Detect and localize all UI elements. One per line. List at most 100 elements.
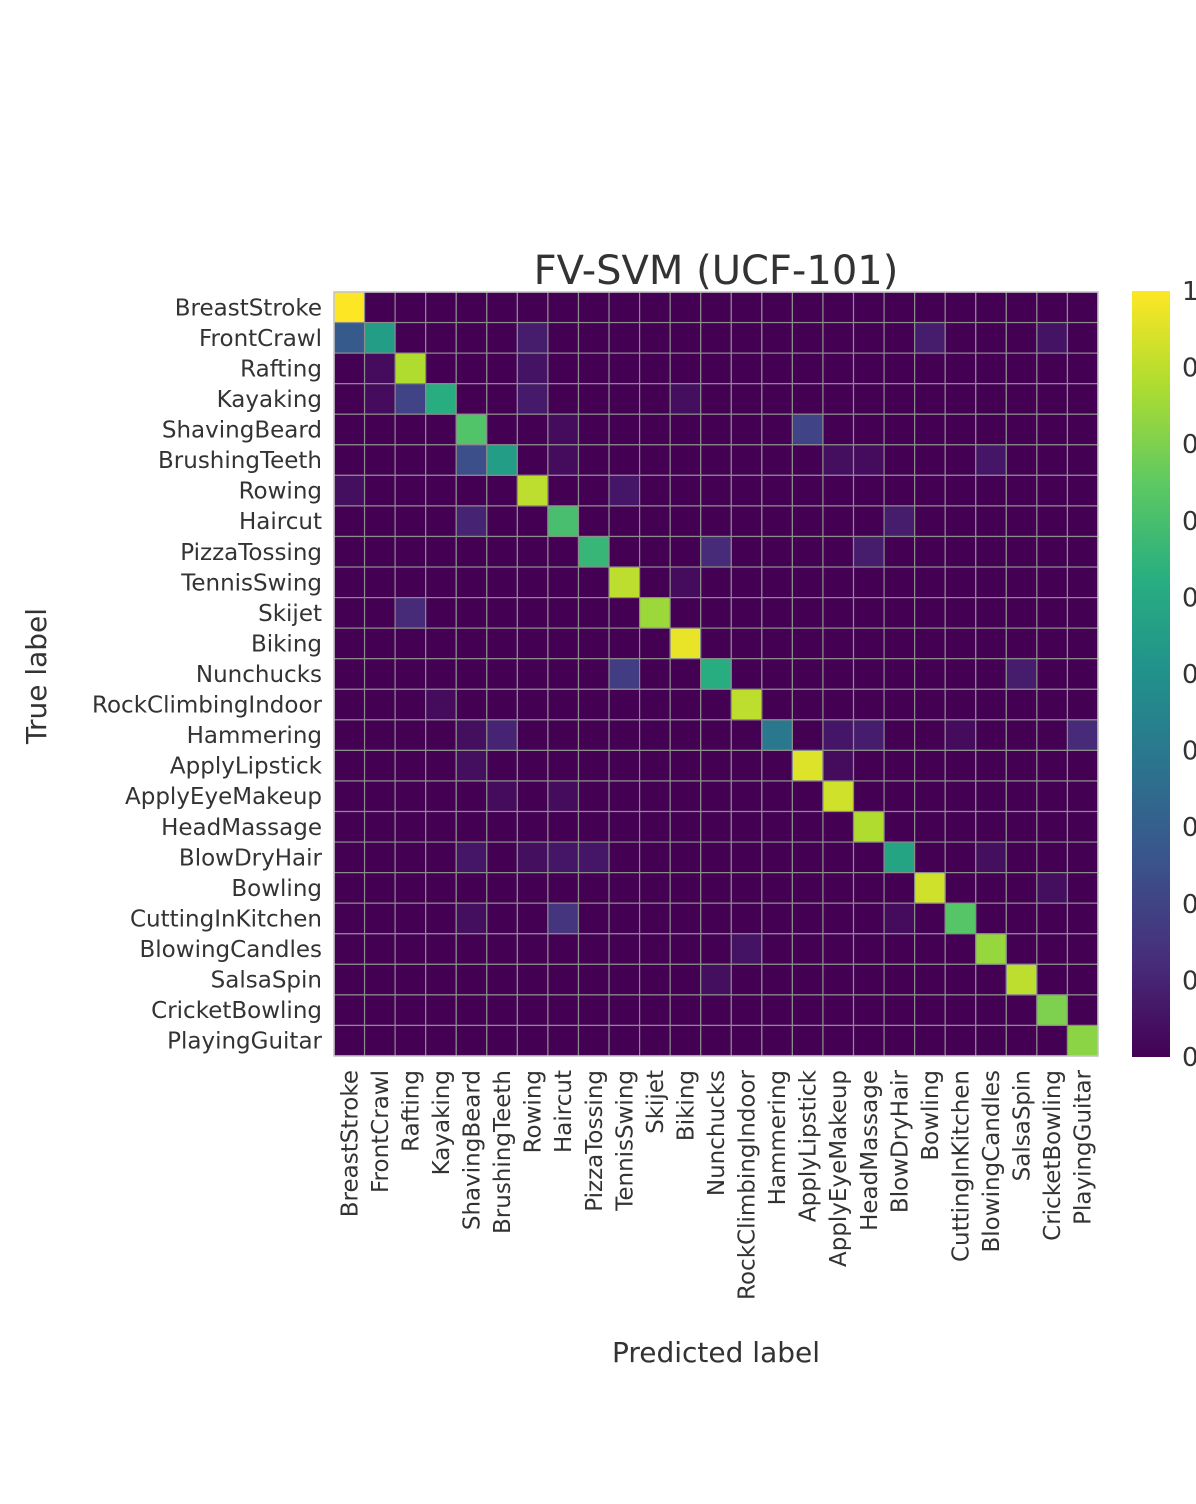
heatmap-cell (944, 994, 977, 1027)
heatmap-cell (791, 352, 824, 385)
heatmap-cell (761, 444, 794, 476)
x-tick-label: SalsaSpin (1010, 1070, 1036, 1181)
heatmap-cell (608, 627, 641, 660)
heatmap-cell (975, 749, 1007, 782)
heatmap-cell (486, 994, 518, 1027)
x-tick-label: PlayingGuitar (1071, 1069, 1097, 1224)
heatmap-cell (363, 719, 396, 752)
heatmap-cell (761, 810, 794, 843)
colorbar-tick-label: 0 (1182, 660, 1196, 690)
x-tick-label: TennisSwing (612, 1070, 638, 1212)
x-tick-label: BlowDryHair (887, 1069, 913, 1213)
heatmap-cell (975, 535, 1007, 568)
heatmap-cell (761, 933, 794, 965)
heatmap-cell (822, 413, 855, 446)
heatmap-cell (1005, 535, 1038, 568)
heatmap-cell (852, 505, 885, 538)
heatmap-cell (638, 994, 671, 1027)
heatmap-cell (1036, 780, 1069, 813)
x-tick-label: Skijet (643, 1070, 669, 1134)
heatmap-cell (669, 902, 702, 935)
heatmap-cell (547, 535, 580, 568)
heatmap-cell (914, 413, 946, 446)
heatmap-cell (975, 321, 1007, 354)
heatmap-cell (1066, 596, 1099, 629)
heatmap-cell (638, 566, 671, 599)
heatmap-cell (730, 566, 763, 599)
heatmap-cell (547, 688, 580, 721)
heatmap-cell (455, 505, 488, 538)
heatmap-cell (577, 413, 610, 446)
heatmap-cell (1036, 658, 1069, 690)
y-tick-label: CuttingInKitchen (130, 906, 322, 932)
heatmap-cell (822, 841, 855, 874)
heatmap-cell (975, 688, 1007, 721)
heatmap-cell (394, 413, 427, 446)
heatmap-cell (333, 291, 366, 324)
heatmap-cell (944, 352, 977, 385)
x-tick-label: PizzaTossing (582, 1070, 608, 1212)
heatmap-cell (700, 688, 732, 721)
heatmap-cell (577, 933, 610, 965)
heatmap-cell (822, 321, 855, 354)
heatmap-cell (975, 902, 1007, 935)
heatmap-cell (425, 780, 457, 813)
heatmap-cell (791, 474, 824, 507)
heatmap-cell (700, 474, 732, 507)
heatmap-cell (883, 780, 916, 813)
heatmap-cell (333, 994, 366, 1027)
heatmap-cell (944, 810, 977, 843)
heatmap-cell (822, 1024, 855, 1057)
heatmap-cell (669, 535, 702, 568)
heatmap-cell (425, 352, 457, 385)
heatmap-cell (852, 902, 885, 935)
heatmap-cell (638, 841, 671, 874)
heatmap-cell (425, 719, 457, 752)
heatmap-cell (1036, 627, 1069, 660)
heatmap-cell (638, 321, 671, 354)
heatmap-cell (700, 627, 732, 660)
heatmap-cell (1005, 413, 1038, 446)
heatmap-cell (516, 780, 549, 813)
x-tick-label: HeadMassage (857, 1070, 883, 1231)
heatmap-cell (791, 688, 824, 721)
heatmap-cell (455, 658, 488, 690)
heatmap-cell (455, 1024, 488, 1057)
heatmap-cell (975, 474, 1007, 507)
heatmap-cell (883, 963, 916, 996)
heatmap-cell (700, 658, 732, 690)
heatmap-cell (547, 963, 580, 996)
heatmap-cell (914, 505, 946, 538)
heatmap-cell (394, 719, 427, 752)
heatmap-cell (944, 321, 977, 354)
heatmap-cell (852, 841, 885, 874)
heatmap-cell (975, 291, 1007, 324)
heatmap-cell (944, 627, 977, 660)
heatmap-cell (730, 291, 763, 324)
heatmap-cell (1066, 933, 1099, 965)
heatmap-cell (822, 444, 855, 476)
x-tick-label: CricketBowling (1040, 1070, 1066, 1241)
heatmap-cell (944, 383, 977, 415)
heatmap-cell (700, 1024, 732, 1057)
heatmap-cell (486, 321, 518, 354)
heatmap-cell (394, 444, 427, 476)
heatmap-cell (852, 596, 885, 629)
heatmap-cell (547, 352, 580, 385)
heatmap-cell (638, 963, 671, 996)
heatmap-cell (333, 810, 366, 843)
heatmap-cell (700, 321, 732, 354)
heatmap-cell (516, 596, 549, 629)
heatmap-cell (700, 505, 732, 538)
heatmap-cell (516, 902, 549, 935)
heatmap-cell (822, 749, 855, 782)
x-tick-label: ApplyEyeMakeup (826, 1070, 852, 1267)
heatmap-cell (425, 474, 457, 507)
heatmap-cell (944, 749, 977, 782)
heatmap-cell (363, 383, 396, 415)
y-tick-label: Kayaking (217, 387, 322, 413)
x-tick-label: ApplyLipstick (796, 1069, 822, 1222)
x-tick-label: FrontCrawl (368, 1070, 394, 1193)
heatmap-cell (455, 780, 488, 813)
heatmap-cell (761, 780, 794, 813)
